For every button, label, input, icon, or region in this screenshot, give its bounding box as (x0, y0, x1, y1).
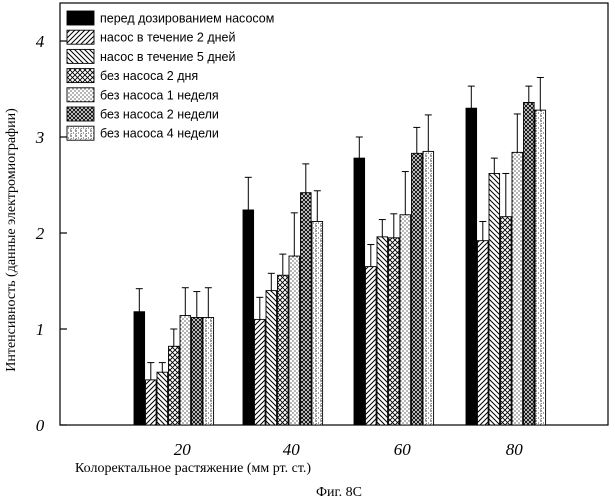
bar (134, 312, 145, 425)
y-axis: 0 1 2 3 4 (35, 32, 67, 435)
bar (146, 380, 157, 425)
bar (535, 110, 546, 425)
legend-label: без насоса 2 недели (100, 108, 219, 122)
bar (192, 317, 203, 425)
legend-label: без насоса 1 неделя (100, 88, 219, 102)
x-tick-label: 40 (283, 440, 301, 459)
bar (400, 215, 411, 425)
bar (255, 319, 266, 425)
y-tick-label: 4 (36, 32, 45, 51)
bar (278, 275, 289, 425)
bar (512, 152, 523, 425)
legend-label: без насоса 4 недели (100, 127, 219, 141)
bar (478, 241, 489, 425)
bar (366, 267, 377, 425)
figure-caption: Фиг. 8С (316, 485, 362, 500)
y-axis-title: Интенсивность (данные электромиографии) (4, 108, 19, 372)
legend-swatch (67, 11, 94, 25)
bar (289, 256, 300, 425)
y-tick-label: 0 (36, 416, 45, 435)
bar (489, 173, 500, 425)
legend-swatch (67, 107, 94, 121)
x-axis-title: Колоректальное растяжение (мм рт. ст.) (75, 461, 311, 476)
legend-swatch (67, 49, 94, 63)
bar (243, 210, 254, 425)
x-tick-label: 20 (174, 440, 192, 459)
bar (266, 291, 277, 425)
bar (423, 151, 434, 425)
bar (412, 153, 423, 425)
legend-label: насос в течение 5 дней (100, 50, 236, 64)
x-tick-label: 60 (394, 440, 412, 459)
bar (301, 193, 312, 425)
bar (377, 237, 388, 425)
legend-swatch (67, 88, 94, 102)
bar (157, 372, 168, 425)
legend-label: без насоса 2 дня (100, 69, 198, 83)
x-axis: 20 40 60 80 (174, 440, 524, 459)
bar (203, 317, 214, 425)
x-tick-label: 80 (506, 440, 524, 459)
y-tick-label: 3 (35, 128, 45, 147)
legend-swatch (67, 30, 94, 44)
bar (180, 316, 191, 425)
bar (389, 238, 400, 425)
bar (312, 221, 323, 425)
bar (169, 346, 180, 425)
bar (466, 108, 477, 425)
bar (354, 158, 365, 425)
bar (524, 102, 535, 425)
legend-label: перед дозированием насосом (100, 12, 274, 26)
legend-swatch (67, 126, 94, 140)
legend-swatch (67, 69, 94, 83)
y-tick-label: 1 (36, 320, 45, 339)
legend-label: насос в течение 2 дней (100, 31, 236, 45)
bar (501, 217, 512, 425)
y-tick-label: 2 (36, 224, 45, 243)
legend: перед дозированием насосом насос в течени… (67, 11, 274, 141)
